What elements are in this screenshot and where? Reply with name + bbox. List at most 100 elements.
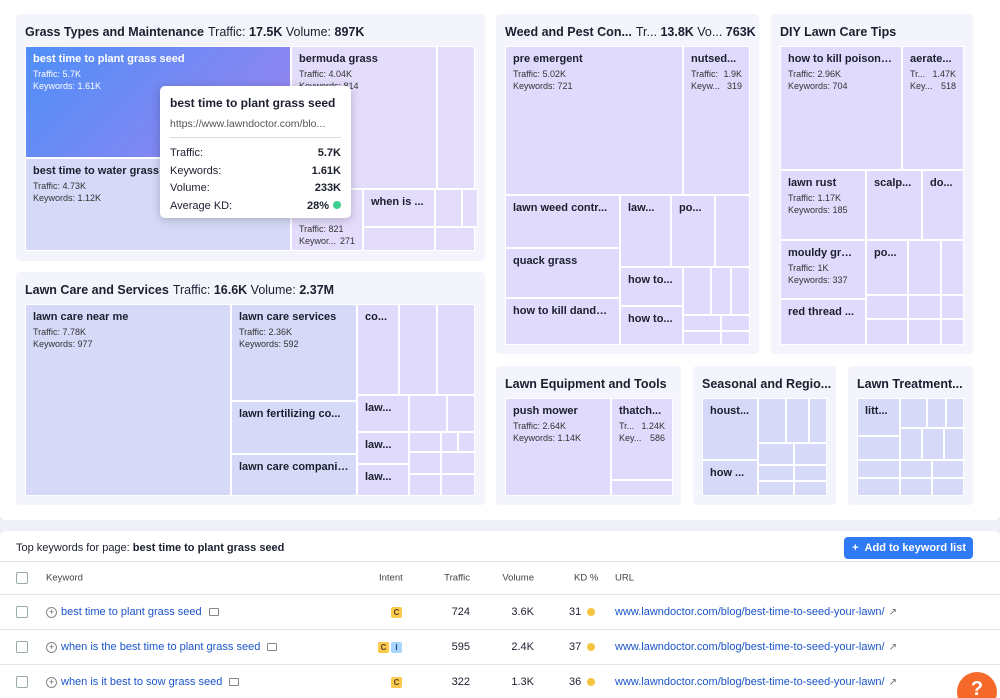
row-checkbox[interactable]: [16, 676, 28, 688]
treemap-cell[interactable]: [786, 398, 809, 443]
treemap-cell[interactable]: [794, 465, 827, 481]
treemap-cell[interactable]: [866, 295, 908, 319]
treemap-cell[interactable]: [900, 398, 927, 428]
treemap-cell[interactable]: when is ...: [363, 189, 435, 227]
serp-icon[interactable]: [208, 608, 219, 616]
col-intent[interactable]: Intent: [379, 572, 403, 584]
treemap-cell[interactable]: lawn care near me Traffic: 7.78K Keywords:…: [25, 304, 231, 496]
select-all-checkbox[interactable]: [16, 572, 28, 584]
add-circle-icon[interactable]: +: [46, 606, 57, 618]
treemap-cell[interactable]: [441, 432, 458, 452]
url-link[interactable]: www.lawndoctor.com/blog/best-time-to-see…: [615, 676, 885, 688]
serp-icon[interactable]: [229, 678, 240, 686]
treemap-cell[interactable]: [409, 474, 441, 496]
treemap-cell[interactable]: [946, 398, 964, 428]
treemap-cell[interactable]: [900, 478, 932, 496]
row-checkbox[interactable]: [16, 606, 28, 618]
treemap-cell[interactable]: nutsed... Traffic: 1.9K Keyw... 319: [683, 46, 750, 195]
treemap-cell[interactable]: [758, 443, 794, 465]
treemap-cell[interactable]: lawn care services Traffic: 2.36K Keywords…: [231, 304, 357, 401]
treemap-cell[interactable]: [908, 319, 941, 345]
treemap-cell[interactable]: po...: [671, 195, 715, 267]
treemap-cell[interactable]: [941, 319, 964, 345]
treemap-cell[interactable]: [758, 465, 794, 481]
treemap-cell[interactable]: [437, 304, 475, 395]
treemap-cell[interactable]: push mower Traffic: 2.64K Keywords: 1.14K: [505, 398, 611, 496]
row-checkbox[interactable]: [16, 641, 28, 653]
treemap-cell[interactable]: litt...: [857, 398, 900, 436]
treemap-cell[interactable]: [683, 331, 721, 345]
treemap-cell[interactable]: [941, 240, 964, 295]
treemap-cell[interactable]: [363, 227, 435, 251]
treemap-cell[interactable]: [922, 428, 944, 460]
treemap-cell[interactable]: [758, 398, 786, 443]
treemap-cell[interactable]: [435, 189, 462, 227]
treemap-cell[interactable]: do...: [922, 170, 964, 240]
treemap-cell[interactable]: [721, 331, 750, 345]
treemap-cell[interactable]: [458, 432, 475, 452]
treemap-cell[interactable]: [809, 398, 827, 443]
keyword-link[interactable]: best time to plant grass seed: [61, 606, 202, 618]
treemap-cell[interactable]: [794, 481, 827, 496]
col-kd[interactable]: KD %: [574, 572, 599, 584]
treemap-cell[interactable]: law...: [357, 432, 409, 464]
treemap-cell[interactable]: [900, 460, 932, 478]
treemap-cell[interactable]: [932, 460, 964, 478]
treemap-cell[interactable]: [683, 315, 721, 331]
treemap-cell[interactable]: [857, 460, 900, 478]
treemap-cell[interactable]: law...: [357, 395, 409, 432]
treemap-cell[interactable]: [399, 304, 437, 395]
treemap-cell[interactable]: [731, 267, 750, 315]
treemap-cell[interactable]: po...: [866, 240, 908, 295]
treemap-cell[interactable]: [409, 452, 441, 474]
external-link-icon[interactable]: ↗: [888, 676, 897, 688]
serp-icon[interactable]: [267, 643, 278, 651]
treemap-cell[interactable]: [932, 478, 964, 496]
treemap-cell[interactable]: [611, 480, 673, 496]
external-link-icon[interactable]: ↗: [888, 641, 897, 653]
treemap-cell[interactable]: [462, 189, 478, 227]
treemap-cell[interactable]: pre emergent Traffic: 5.02K Keywords: 721: [505, 46, 683, 195]
col-traffic[interactable]: Traffic: [444, 572, 470, 584]
treemap-cell[interactable]: [715, 195, 750, 267]
treemap-cell[interactable]: [908, 240, 941, 295]
treemap-cell[interactable]: [441, 452, 475, 474]
treemap-cell[interactable]: co...: [357, 304, 399, 395]
external-link-icon[interactable]: ↗: [888, 606, 897, 618]
treemap-cell[interactable]: [941, 295, 964, 319]
add-to-keyword-list-button[interactable]: + Add to keyword list: [844, 537, 973, 559]
col-keyword[interactable]: Keyword: [46, 572, 83, 584]
treemap-cell[interactable]: [437, 46, 475, 189]
help-button[interactable]: ?: [957, 672, 997, 698]
col-volume[interactable]: Volume: [502, 572, 534, 584]
treemap-cell[interactable]: red thread ...: [780, 299, 866, 345]
treemap-cell[interactable]: lawn rust Traffic: 1.17K Keywords: 185: [780, 170, 866, 240]
treemap-cell[interactable]: law...: [357, 464, 409, 496]
treemap-cell[interactable]: [683, 267, 711, 315]
treemap-cell[interactable]: [711, 267, 731, 315]
treemap-cell[interactable]: [866, 319, 908, 345]
treemap-cell[interactable]: how to kill poison i... Traffic: 2.96K Key…: [780, 46, 902, 170]
treemap-cell[interactable]: [447, 395, 475, 432]
treemap-cell[interactable]: how ...: [702, 460, 758, 496]
treemap-cell[interactable]: [900, 428, 922, 460]
treemap-cell[interactable]: how to...: [620, 267, 683, 306]
treemap-cell[interactable]: [721, 315, 750, 331]
treemap-cell[interactable]: quack grass: [505, 248, 620, 298]
treemap-cell[interactable]: [409, 432, 441, 452]
treemap-cell[interactable]: lawn weed contr...: [505, 195, 620, 248]
treemap-cell[interactable]: scalp...: [866, 170, 922, 240]
treemap-cell[interactable]: [409, 395, 447, 432]
add-circle-icon[interactable]: +: [46, 641, 57, 653]
keyword-link[interactable]: when is it best to sow grass seed: [61, 676, 223, 688]
treemap-cell[interactable]: [908, 295, 941, 319]
treemap-cell[interactable]: how to...: [620, 306, 683, 345]
treemap-cell[interactable]: [857, 436, 900, 460]
treemap-cell[interactable]: [758, 481, 794, 496]
treemap-cell[interactable]: [857, 478, 900, 496]
url-link[interactable]: www.lawndoctor.com/blog/best-time-to-see…: [615, 606, 885, 618]
url-link[interactable]: www.lawndoctor.com/blog/best-time-to-see…: [615, 641, 885, 653]
treemap-cell[interactable]: law...: [620, 195, 671, 267]
treemap-cell[interactable]: houst...: [702, 398, 758, 460]
keyword-link[interactable]: when is the best time to plant grass see…: [61, 641, 261, 653]
